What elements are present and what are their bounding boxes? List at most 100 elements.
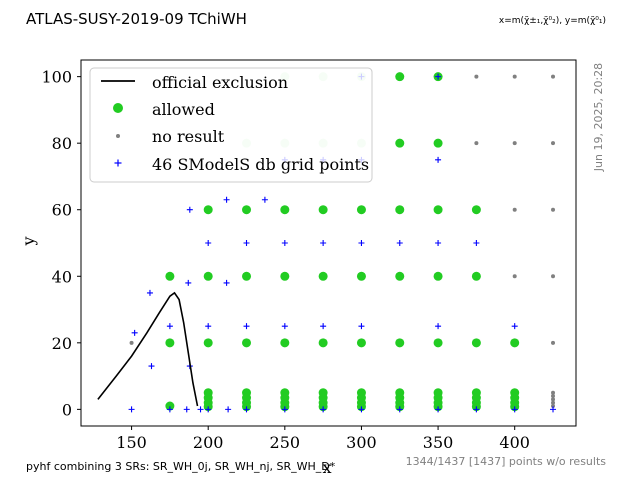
grid-point bbox=[396, 240, 403, 246]
no-result-point bbox=[474, 141, 479, 146]
grid-point bbox=[435, 323, 442, 330]
grid-point bbox=[358, 240, 365, 246]
no-result-point bbox=[512, 274, 517, 279]
no-result-point bbox=[551, 397, 556, 402]
allowed-point bbox=[471, 271, 481, 281]
no-result-point bbox=[551, 390, 556, 395]
grid-point bbox=[320, 240, 327, 246]
grid-point bbox=[166, 406, 173, 413]
x-tick-label: 300 bbox=[346, 433, 377, 452]
x-tick-label: 150 bbox=[116, 433, 147, 452]
legend-box bbox=[89, 67, 373, 183]
allowed-point bbox=[395, 205, 405, 215]
legend-grid-icon bbox=[114, 159, 122, 167]
allowed-point bbox=[356, 205, 366, 215]
grid-point bbox=[243, 323, 250, 330]
timestamp: Jun 19, 2025, 20:28 bbox=[592, 63, 605, 172]
allowed-point bbox=[280, 338, 290, 348]
no-result-point bbox=[551, 394, 556, 399]
grid-point bbox=[183, 406, 190, 413]
y-tick-label: 60 bbox=[52, 201, 72, 220]
chart-title: ATLAS-SUSY-2019-09 TChiWH bbox=[26, 10, 247, 28]
allowed-point bbox=[280, 271, 290, 281]
grid-point bbox=[396, 406, 403, 413]
allowed-point bbox=[242, 205, 252, 215]
allowed-point bbox=[510, 338, 520, 348]
grid-point bbox=[185, 279, 192, 286]
allowed-point bbox=[395, 72, 405, 82]
grid-point bbox=[473, 240, 480, 246]
legend-label-exclusion: official exclusion bbox=[152, 73, 288, 92]
no-result-point bbox=[512, 207, 517, 212]
legend-label-grid: 46 SModelS db grid points bbox=[152, 155, 369, 174]
no-result-point bbox=[551, 340, 556, 345]
allowed-point bbox=[165, 271, 175, 281]
grid-point bbox=[435, 406, 442, 413]
allowed-point bbox=[433, 338, 443, 348]
legend-label-noresult: no result bbox=[152, 127, 225, 146]
legend: official exclusion allowed no result 46 … bbox=[89, 67, 373, 183]
allowed-point bbox=[395, 271, 405, 281]
allowed-point bbox=[433, 205, 443, 215]
plot-frame bbox=[80, 59, 577, 427]
allowed-point bbox=[280, 205, 290, 215]
grid-point bbox=[550, 406, 557, 413]
plot-area: 150 200 250 300 350 400 0 20 40 60 80 100 bbox=[41, 59, 577, 452]
no-result-point bbox=[474, 74, 479, 79]
grid-point bbox=[358, 406, 365, 413]
legend-allowed-icon bbox=[113, 103, 123, 113]
grid-point bbox=[186, 206, 193, 213]
y-tick-label: 80 bbox=[52, 134, 72, 153]
axis-definition: x=m(χ̃±₁,χ̃⁰₂), y=m(χ̃⁰₁) bbox=[499, 16, 606, 26]
y-tick-label: 0 bbox=[62, 400, 72, 419]
footer-srs: pyhf combining 3 SRs: SR_WH_0j, SR_WH_nj… bbox=[26, 460, 336, 473]
grid-point bbox=[435, 156, 442, 163]
no-result-point bbox=[551, 274, 556, 279]
allowed-point bbox=[433, 138, 443, 148]
y-tick-label: 40 bbox=[52, 267, 72, 286]
y-axis-label: y bbox=[19, 236, 38, 246]
official-exclusion-line bbox=[97, 291, 199, 407]
no-result-point bbox=[512, 74, 517, 79]
allowed-point bbox=[395, 338, 405, 348]
no-result-series bbox=[129, 74, 556, 409]
footer-points: 1344/1437 [1437] points w/o results bbox=[406, 455, 607, 468]
grid-point bbox=[225, 406, 232, 413]
no-result-point bbox=[129, 340, 134, 345]
grid-point bbox=[243, 240, 250, 246]
x-tick-label: 200 bbox=[193, 433, 224, 452]
allowed-point bbox=[318, 271, 328, 281]
allowed-point bbox=[203, 338, 213, 348]
no-result-point bbox=[551, 207, 556, 212]
no-result-point bbox=[551, 400, 556, 405]
no-result-point bbox=[551, 141, 556, 146]
no-result-point bbox=[551, 74, 556, 79]
grid-point bbox=[223, 279, 230, 286]
grid-point bbox=[320, 406, 327, 413]
grid-point bbox=[435, 73, 442, 80]
grid-point bbox=[261, 196, 268, 203]
x-tick-label: 250 bbox=[270, 433, 301, 452]
allowed-point bbox=[203, 271, 213, 281]
allowed-point bbox=[242, 338, 252, 348]
grid-point bbox=[320, 323, 327, 330]
allowed-point bbox=[395, 138, 405, 148]
grid-point bbox=[511, 323, 518, 330]
no-result-point bbox=[551, 404, 556, 409]
grid-point bbox=[197, 406, 204, 413]
grid-point bbox=[281, 240, 288, 246]
y-tick-label: 20 bbox=[52, 334, 72, 353]
allowed-point bbox=[356, 271, 366, 281]
allowed-point bbox=[318, 205, 328, 215]
allowed-point bbox=[242, 271, 252, 281]
allowed-point bbox=[318, 338, 328, 348]
grid-point bbox=[473, 406, 480, 413]
grid-point bbox=[128, 406, 135, 413]
grid-point bbox=[148, 363, 155, 370]
grid-point bbox=[166, 323, 173, 330]
legend-noresult-icon bbox=[116, 134, 120, 138]
grid-point bbox=[205, 406, 212, 413]
grid-point bbox=[511, 406, 518, 413]
grid-point bbox=[223, 196, 230, 203]
